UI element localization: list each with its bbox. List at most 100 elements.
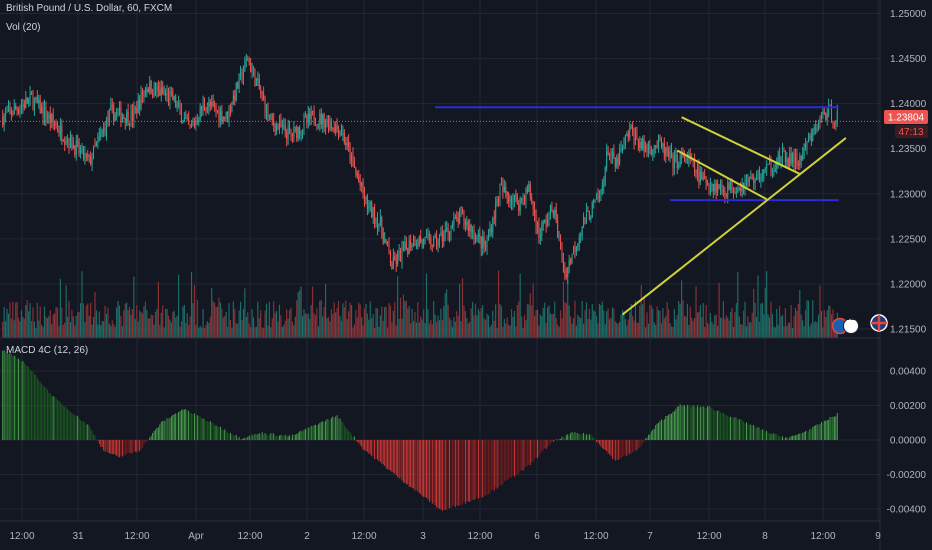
volume-bar	[172, 312, 174, 338]
macd-bar	[61, 404, 63, 440]
volume-bar	[816, 322, 818, 338]
candle-body	[240, 71, 242, 75]
volume-bar	[487, 315, 490, 338]
symbol-title[interactable]: British Pound / U.S. Dollar, 60, FXCM	[6, 3, 172, 14]
volume-bar	[225, 311, 227, 338]
volume-bar	[621, 310, 624, 338]
macd-bar	[31, 371, 32, 440]
volume-bar	[5, 321, 7, 338]
volume-bar	[823, 310, 825, 338]
macd-bar	[312, 426, 314, 440]
volume-bar	[111, 320, 113, 338]
drawings[interactable]	[0, 106, 880, 316]
macd-bar	[705, 408, 707, 440]
macd-bar	[70, 412, 71, 440]
volume-bar	[22, 316, 24, 338]
volume-bar	[179, 326, 181, 338]
volume-bar	[744, 301, 746, 338]
volume-bar	[691, 317, 693, 338]
candle-body	[655, 145, 657, 148]
price-axis[interactable]: 1.250001.245001.240001.235001.230001.225…	[890, 9, 927, 335]
candle-body	[225, 111, 227, 119]
event-count-secondary: 3	[855, 312, 860, 322]
time-axis[interactable]: 12:00 31 12:00 Apr 12:00 2 12:00 3 12:00 6 12:00 7 1…	[9, 531, 881, 542]
macd-bar	[590, 434, 592, 440]
bar-countdown: 47:13	[898, 127, 923, 138]
volume-bar	[828, 305, 830, 338]
candle-body	[172, 91, 174, 101]
macd-bar	[518, 439, 520, 474]
macd-bar	[54, 396, 56, 440]
candle-body	[98, 135, 100, 138]
macd-bar	[132, 439, 133, 454]
candle-body	[365, 196, 367, 201]
macd-bar	[630, 439, 632, 454]
candle-body	[343, 133, 345, 144]
candle-body	[694, 159, 696, 171]
volume-bar	[515, 326, 517, 338]
volume-bar	[219, 302, 221, 338]
wedge-bottom	[676, 149, 768, 201]
candle-body	[202, 102, 204, 111]
volume-bar	[330, 309, 332, 338]
candle-body	[149, 81, 151, 92]
volume-bar	[626, 325, 628, 338]
volume-bar	[232, 301, 234, 338]
candle-body	[534, 209, 536, 215]
volume-bar	[644, 327, 647, 338]
volume-bar	[715, 314, 717, 338]
macd-bar	[622, 439, 623, 457]
price-candles[interactable]	[2, 53, 838, 284]
macd-bar	[410, 439, 412, 488]
macd-bar	[45, 387, 47, 440]
volume-bar	[463, 305, 465, 338]
candle-body	[97, 137, 99, 143]
candle-body	[179, 103, 181, 110]
candle-body	[394, 256, 396, 261]
candle-body	[702, 176, 704, 179]
macd-bar	[120, 439, 122, 456]
candle-body	[54, 121, 56, 126]
volume-bar	[616, 322, 618, 338]
economic-events-badge[interactable]: 12 3	[831, 312, 861, 335]
volume-bar	[548, 305, 550, 338]
macd-bar	[539, 439, 541, 454]
candle-body	[519, 198, 521, 211]
macd-tick: -0.00400	[887, 504, 927, 515]
macd-bar	[418, 439, 420, 494]
candle-body	[300, 132, 302, 135]
uk-events-badge[interactable]	[870, 314, 888, 332]
volume-bar	[195, 325, 197, 338]
candle-body	[740, 187, 742, 192]
volume-legend[interactable]: Vol (20)	[6, 22, 40, 33]
volume-bar	[767, 314, 769, 338]
candle-body	[372, 207, 374, 218]
volume-bar	[725, 315, 727, 338]
macd-bar	[593, 437, 595, 440]
volume-bar	[173, 310, 175, 338]
volume-bar	[98, 311, 100, 338]
candle-body	[314, 123, 317, 126]
candle-body	[557, 220, 559, 238]
macd-bar	[172, 414, 174, 440]
volume-bar	[13, 320, 15, 338]
candle-body	[88, 156, 90, 158]
candle-body	[361, 182, 363, 186]
macd-bar	[743, 421, 745, 440]
volume-bar	[342, 303, 344, 338]
macd-bar	[441, 439, 443, 511]
volume-bar	[701, 317, 703, 338]
volume-bar	[399, 297, 402, 338]
candle-body	[480, 236, 482, 249]
volume-bar	[577, 314, 579, 338]
macd-bar	[267, 434, 269, 440]
candle-body	[268, 115, 270, 117]
candle-body	[434, 235, 436, 238]
volume-bar	[423, 309, 425, 338]
candle-body	[2, 117, 4, 126]
macd-legend[interactable]: MACD 4C (12, 26)	[6, 345, 88, 356]
volume-bar	[719, 317, 722, 338]
volume-bar	[679, 303, 681, 338]
